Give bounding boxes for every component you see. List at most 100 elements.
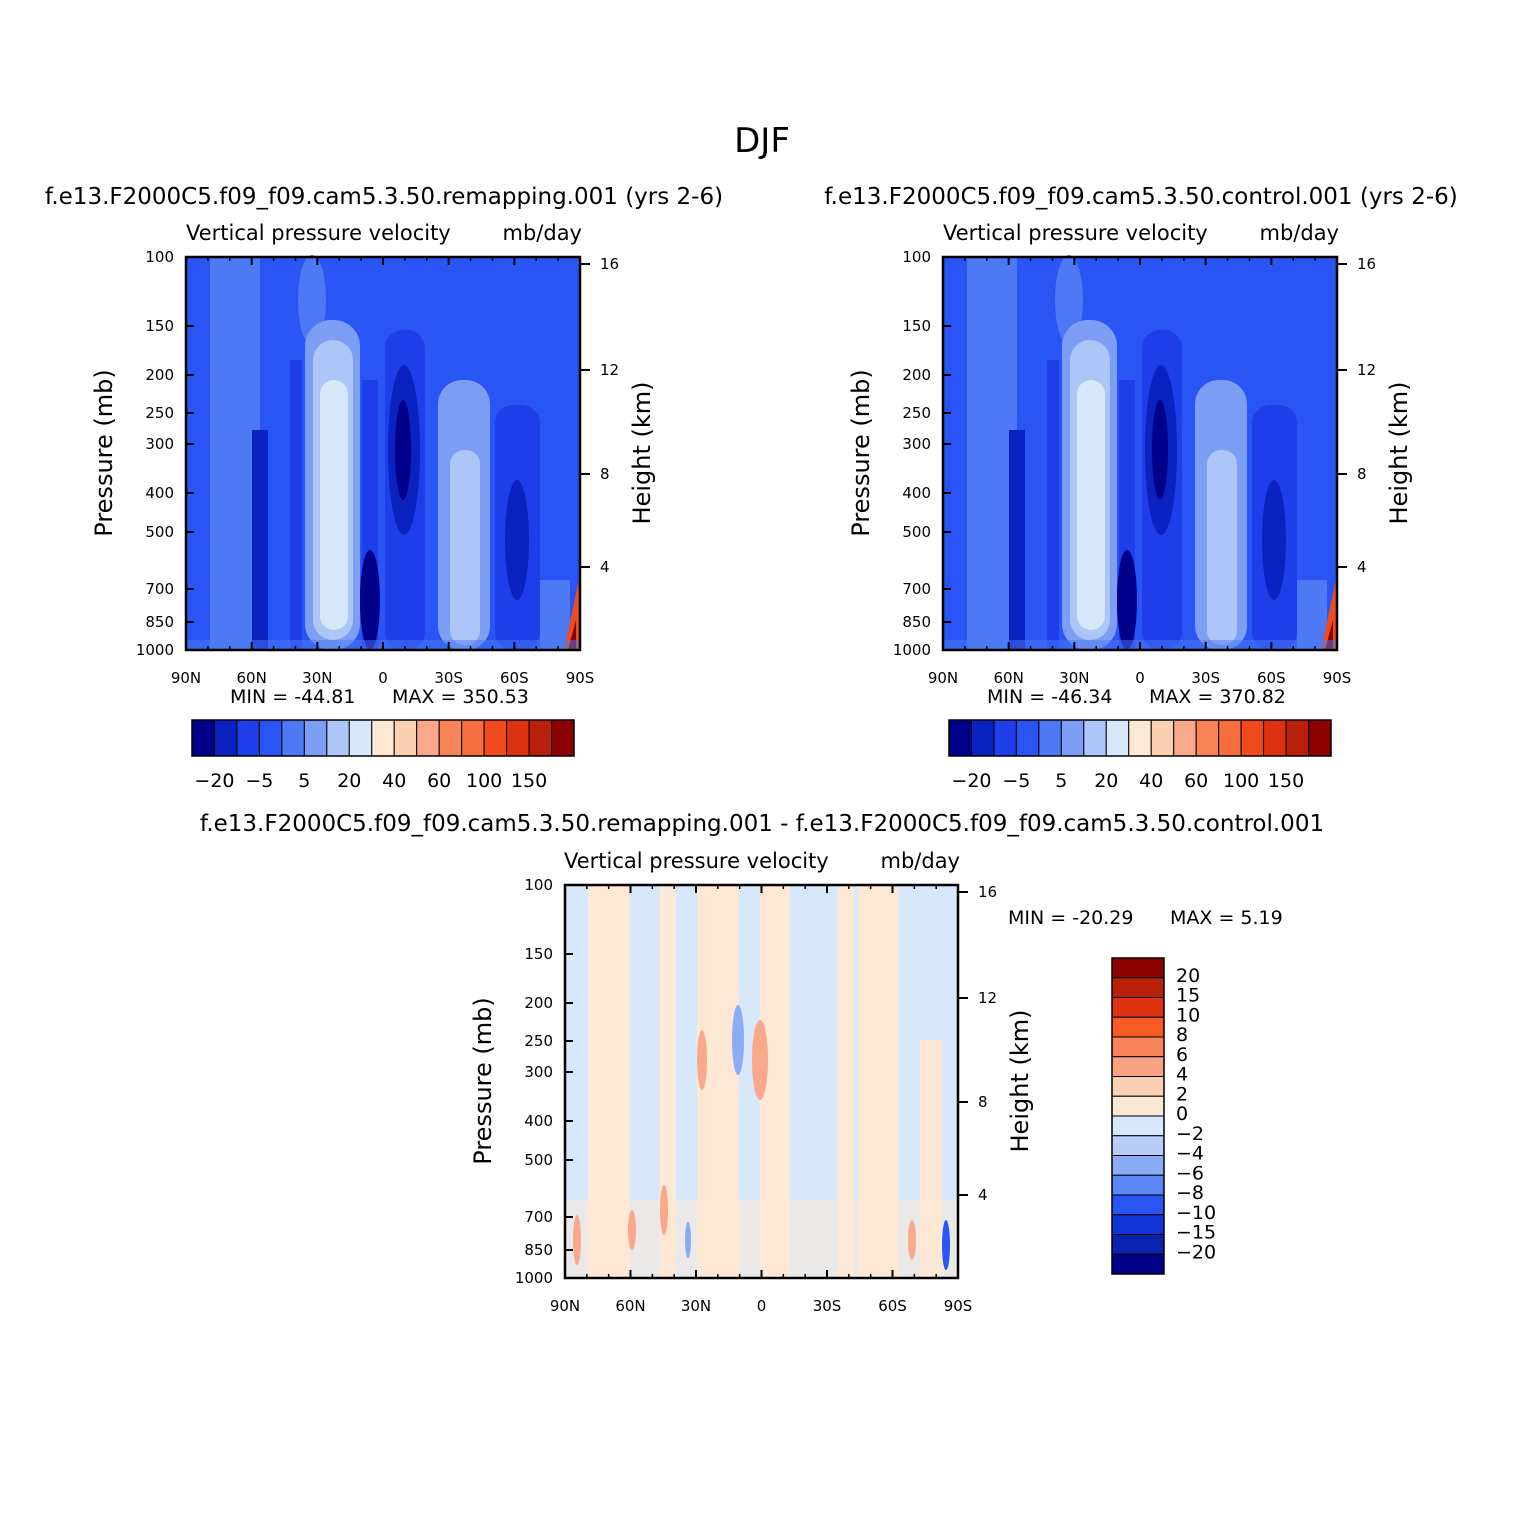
colorbar-box xyxy=(393,719,418,757)
x-tick-label: 60S xyxy=(1257,669,1286,687)
colorbar-box xyxy=(1015,719,1040,757)
colorbar-box xyxy=(1308,719,1332,757)
colorbar-box xyxy=(1060,719,1085,757)
colorbar-label: 150 xyxy=(1268,770,1304,792)
colorbar-box xyxy=(551,719,575,757)
colorbar-box xyxy=(1111,1174,1165,1196)
x-tick-label: 60S xyxy=(878,1297,907,1315)
y-right-tick-label: 8 xyxy=(1357,465,1367,483)
panel-difference: f.e13.F2000C5.f09_f09.cam5.3.50.remappin… xyxy=(200,811,1324,1315)
y-tick-label: 1000 xyxy=(893,641,931,659)
plot-area xyxy=(186,255,580,650)
x-tick-label: 90S xyxy=(566,669,595,687)
y-tick-label: 250 xyxy=(902,404,931,422)
colorbar-box xyxy=(1111,957,1165,979)
plot-area xyxy=(943,255,1337,650)
colorbar-label: 150 xyxy=(511,770,547,792)
colorbar-label: 6 xyxy=(1176,1044,1188,1066)
colorbar-box xyxy=(1111,1076,1165,1097)
colorbar-box xyxy=(528,719,553,757)
x-tick-label: 30S xyxy=(1191,669,1220,687)
y-tick-label: 400 xyxy=(524,1112,553,1130)
y-axis-right-label: Height (km) xyxy=(1385,382,1413,525)
y-tick-label: 1000 xyxy=(515,1269,553,1287)
y-right-tick-label: 4 xyxy=(978,1186,988,1204)
y-tick-label: 700 xyxy=(902,580,931,598)
colorbar: −20 −5 5 20 40 60 100 150 xyxy=(191,719,575,792)
y-right-tick-label: 8 xyxy=(978,1093,988,1111)
colorbar-box xyxy=(1111,1036,1165,1058)
panel-title: f.e13.F2000C5.f09_f09.cam5.3.50.remappin… xyxy=(45,184,723,210)
colorbar-box xyxy=(348,719,373,757)
colorbar-label: 40 xyxy=(1139,770,1163,792)
y-right-tick-label: 8 xyxy=(600,465,610,483)
y-tick-label: 1000 xyxy=(136,641,174,659)
axes: 90N 60N 30N 0 30S 60S 90S 100 150 200 250 300 400 500… xyxy=(136,248,619,687)
y-tick-label: 300 xyxy=(902,435,931,453)
colorbar-box xyxy=(1111,1115,1165,1137)
x-tick-label: 90S xyxy=(1323,669,1352,687)
colorbar-box xyxy=(506,719,530,757)
colorbar-label: −15 xyxy=(1176,1222,1216,1244)
colorbar-box xyxy=(258,719,283,757)
colorbar-box xyxy=(1128,719,1152,757)
colorbar-label: 100 xyxy=(1223,770,1259,792)
y-right-tick-label: 16 xyxy=(600,255,619,273)
colorbar-box xyxy=(236,719,260,757)
colorbar-box xyxy=(1111,997,1165,1018)
x-tick-label: 30N xyxy=(302,669,332,687)
colorbar-box xyxy=(1240,719,1265,757)
y-tick-label: 100 xyxy=(902,248,931,266)
colorbar-frame xyxy=(191,719,575,757)
y-tick-label: 200 xyxy=(145,366,174,384)
colorbar-label: 5 xyxy=(1055,770,1067,792)
colorbar-box xyxy=(416,719,440,757)
subtitle-units: mb/day xyxy=(503,221,583,245)
y-tick-label: 500 xyxy=(902,523,931,541)
max-label: MAX = 5.19 xyxy=(1170,907,1283,929)
colorbar-label: 100 xyxy=(466,770,502,792)
y-axis-right-label: Height (km) xyxy=(1006,1010,1034,1153)
y-tick-label: 850 xyxy=(902,613,931,631)
colorbar-box xyxy=(1263,719,1287,757)
colorbar-label: 10 xyxy=(1176,1004,1200,1026)
colorbar-box xyxy=(970,719,995,757)
colorbar-box xyxy=(1111,1135,1165,1156)
y-right-tick-label: 12 xyxy=(600,361,619,379)
x-tick-label: 90N xyxy=(171,669,201,687)
colorbar-box xyxy=(303,719,328,757)
colorbar-box xyxy=(1218,719,1242,757)
panel-control: f.e13.F2000C5.f09_f09.cam5.3.50.control.… xyxy=(824,184,1458,792)
colorbar-label: 8 xyxy=(1176,1024,1188,1046)
colorbar-label: 20 xyxy=(337,770,361,792)
colorbar-box xyxy=(1111,1194,1165,1216)
x-tick-label: 30S xyxy=(813,1297,842,1315)
panel-remapping: f.e13.F2000C5.f09_f09.cam5.3.50.remappin… xyxy=(45,184,723,792)
min-label: MIN = -44.81 xyxy=(230,686,355,708)
colorbar-box xyxy=(191,719,215,757)
colorbar-label: −6 xyxy=(1176,1162,1204,1184)
y-right-tick-label: 4 xyxy=(1357,558,1367,576)
x-tick-label: 60N xyxy=(994,669,1024,687)
colorbar-label: 0 xyxy=(1176,1103,1188,1125)
y-right-tick-label: 16 xyxy=(978,883,997,901)
y-tick-label: 700 xyxy=(145,580,174,598)
plot-area xyxy=(565,885,958,1278)
y-tick-label: 250 xyxy=(524,1032,553,1050)
colorbar-box xyxy=(948,719,972,757)
y-tick-label: 850 xyxy=(145,613,174,631)
x-tick-label: 0 xyxy=(757,1297,767,1315)
colorbar-box xyxy=(1038,719,1062,757)
y-right-tick-label: 16 xyxy=(1357,255,1376,273)
x-tick-label: 90N xyxy=(550,1297,580,1315)
colorbar-label: 60 xyxy=(1184,770,1208,792)
y-tick-label: 400 xyxy=(902,484,931,502)
axes: 90N 60N 30N 0 30S 60S 90S 100 150 200 250 300 400 500… xyxy=(515,876,997,1315)
y-axis-label: Pressure (mb) xyxy=(469,997,497,1164)
x-tick-label: 30N xyxy=(681,1297,711,1315)
colorbar-frame xyxy=(1111,957,1165,1275)
colorbar-label: 15 xyxy=(1176,985,1200,1007)
colorbar-box xyxy=(1195,719,1220,757)
y-tick-label: 500 xyxy=(524,1151,553,1169)
